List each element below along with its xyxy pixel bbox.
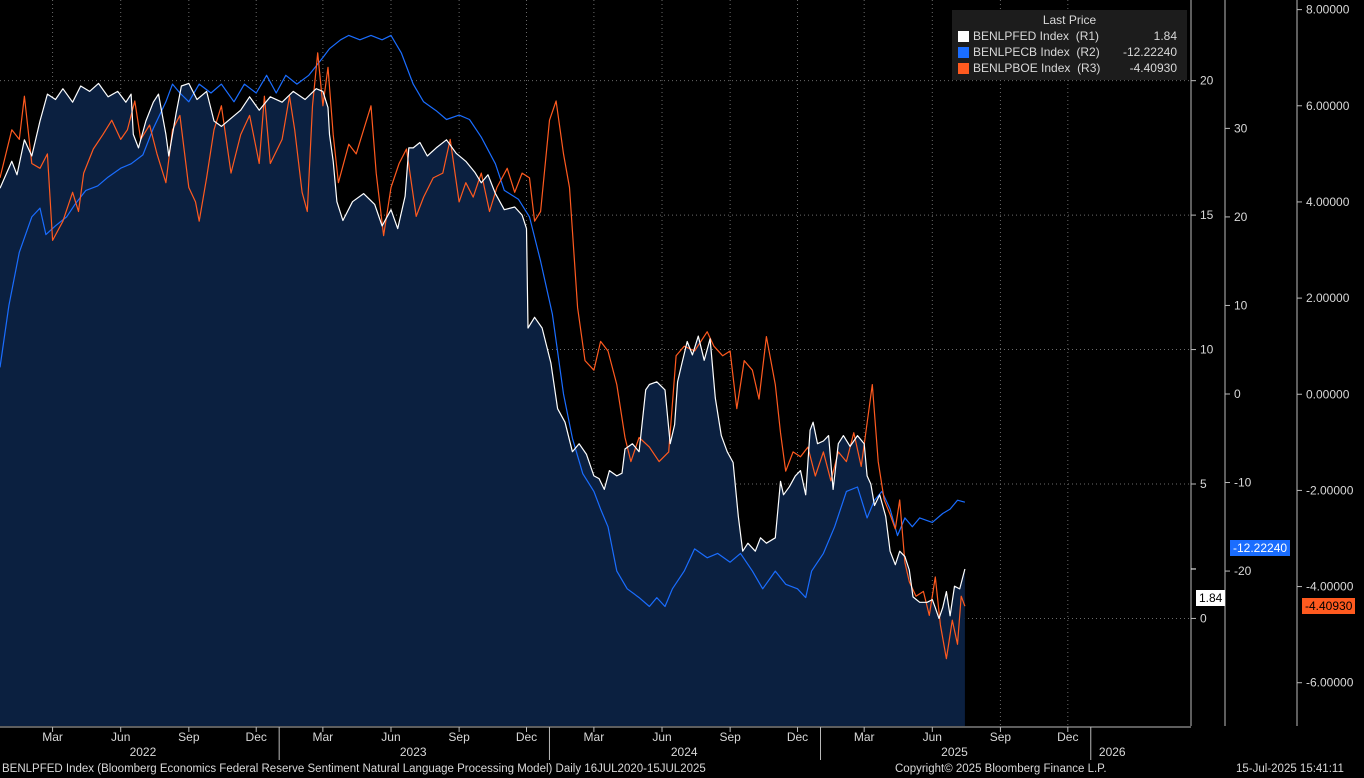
legend-title: Last Price [1042,13,1097,27]
tick-label-year: 2025 [941,745,968,759]
area-fill-fed [0,83,965,726]
tick-label-r2: 0 [1234,387,1241,401]
tick-label-r1: 20 [1200,74,1214,88]
tick-label-month: Sep [990,730,1012,744]
tick-label-r1: 15 [1200,208,1214,222]
legend-value: -4.40930 [1129,61,1177,75]
legend-swatch [958,62,969,74]
tick-label-month: Dec [1057,730,1078,744]
legend-name: BENLPECB Index [973,45,1070,59]
legend-value: 1.84 [1153,29,1177,43]
series-line-boe [0,52,966,660]
tick-label-month: Mar [584,730,605,744]
legend-swatch [958,46,969,58]
tick-label-r2: 20 [1234,210,1248,224]
legend-name: BENLPBOE Index [973,61,1071,75]
last-value-label-ecb: -12.22240 [1230,540,1291,556]
last-value-label-boe: -4.40930 [1302,598,1356,614]
tick-label-r1: 0 [1200,611,1207,625]
legend-value: -12.22240 [1122,45,1177,59]
tick-label-year: 2023 [400,745,427,759]
tick-label-month: Dec [516,730,537,744]
fed-area-fill [0,83,965,726]
tick-label-month: Dec [246,730,267,744]
footer-timestamp: 15-Jul-2025 15:41:11 [1236,763,1344,775]
tick-label-month: Jun [111,730,130,744]
tick-label-r3: 8.00000 [1306,3,1350,17]
last-value-label-fed: 1.84 [1196,590,1226,606]
tick-label-r3: -2.00000 [1306,483,1354,497]
legend-entry-ecb[interactable]: BENLPECB Index (R2) -12.22240 [952,44,1187,60]
tick-label-r3: -4.00000 [1306,580,1354,594]
footer: BENLPFED Index (Bloomberg Economics Fede… [0,761,1364,778]
tick-label-month: Dec [787,730,808,744]
tick-label-r3: 4.00000 [1306,195,1350,209]
tick-label-r2: -20 [1234,564,1252,578]
tick-label-month: Jun [381,730,400,744]
axes: 0 5 10 15 20 -20 -10 0 10 20 30 -6.00000 -4.00000 -2.… [0,0,1354,760]
tick-label-month: Jun [923,730,942,744]
series-line-fed [0,82,966,619]
tick-label-month: Jun [652,730,671,744]
tick-label-month: Sep [448,730,470,744]
series-line-ecb [0,34,966,608]
tick-label-r1: 5 [1200,477,1207,491]
tick-label-r3: 2.00000 [1306,291,1350,305]
tick-label-r1: 10 [1200,343,1214,357]
series-lines [0,34,966,660]
tick-label-month: Sep [178,730,200,744]
legend: Last Price BENLPFED Index (R1) 1.84 BENL… [952,10,1187,80]
tick-label-r2: 10 [1234,298,1248,312]
tick-label-year: 2026 [1099,745,1126,759]
legend-entry-fed[interactable]: BENLPFED Index (R1) 1.84 [952,28,1187,44]
tick-label-year: 2024 [671,745,698,759]
tick-label-month: Mar [854,730,875,744]
legend-axis: (R3) [1077,61,1101,75]
tick-label-r2: -10 [1234,476,1252,490]
legend-swatch [958,30,969,42]
footer-description: BENLPFED Index (Bloomberg Economics Fede… [2,763,706,775]
footer-copyright: Copyright© 2025 Bloomberg Finance L.P. [895,763,1107,775]
legend-axis: (R2) [1076,45,1100,59]
tick-label-month: Mar [42,730,63,744]
tick-label-month: Sep [719,730,741,744]
tick-label-year: 2022 [130,745,157,759]
tick-label-r3: 6.00000 [1306,99,1350,113]
tick-label-month: Mar [313,730,334,744]
tick-label-r3: -6.00000 [1306,676,1354,690]
legend-axis: (R1) [1075,29,1100,43]
legend-entry-boe[interactable]: BENLPBOE Index (R3) -4.40930 [952,60,1187,76]
tick-label-r2: 30 [1234,121,1248,135]
tick-label-r3: 0.00000 [1306,387,1350,401]
legend-name: BENLPFED Index [973,29,1070,43]
